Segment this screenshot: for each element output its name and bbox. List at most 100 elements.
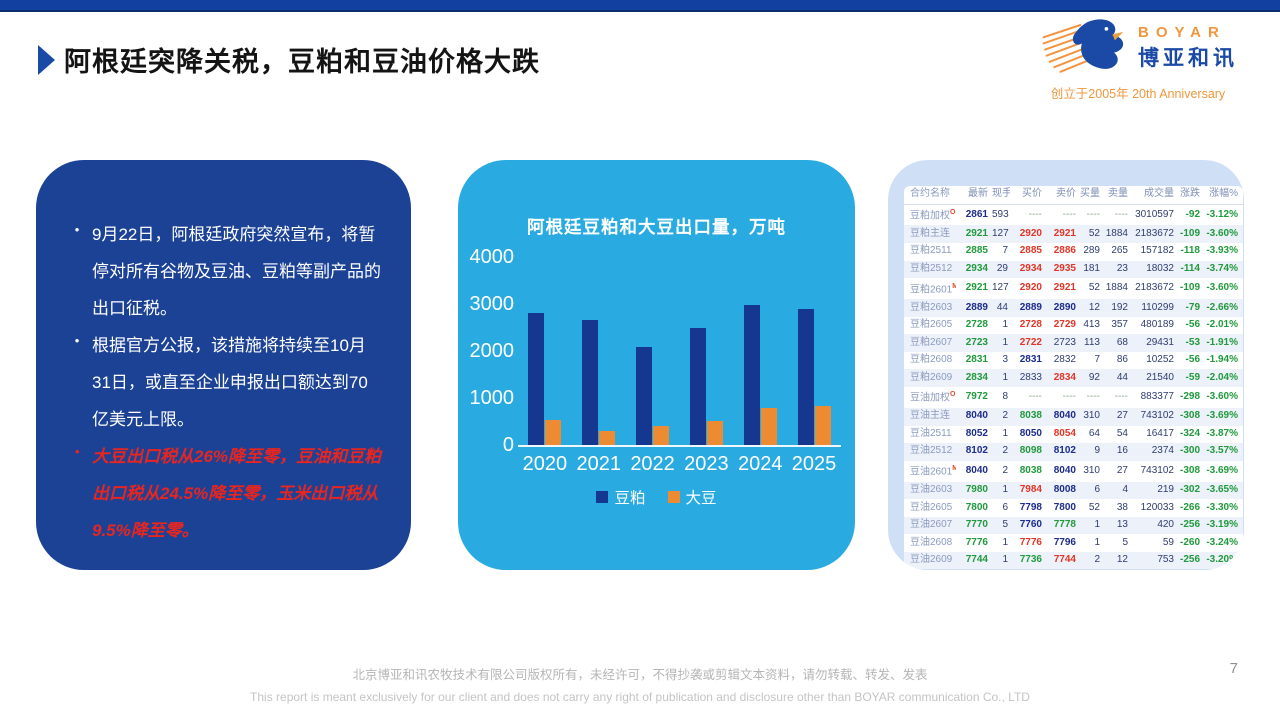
value-cell: 7798 (1019, 501, 1042, 513)
value-cell: -298 (1179, 391, 1200, 403)
value-cell: -3.69% (1206, 464, 1238, 476)
clipped-cell (1240, 534, 1243, 552)
value-cell: 289 (1083, 245, 1100, 257)
value-cell: -3.74% (1206, 263, 1238, 275)
table-row: 豆粕2603 2889 44 2889 2890 12 192 110299 -79 -2.66% (904, 299, 1243, 317)
value-cell: 27 (1116, 410, 1128, 422)
value-cell: 420 (1157, 519, 1174, 531)
x-axis-label: 2021 (576, 453, 621, 475)
value-cell: ---- (1028, 391, 1042, 403)
value-cell: 357 (1111, 319, 1128, 331)
contract-name-cell: 豆粕主连 (910, 227, 950, 239)
value-cell: 127 (992, 227, 1009, 239)
value-cell: 2885 (1019, 245, 1042, 257)
value-cell: -324 (1179, 427, 1200, 439)
value-cell: 29 (996, 263, 1008, 275)
value-cell: -92 (1185, 208, 1200, 220)
value-cell: 7 (1094, 354, 1100, 366)
contract-name-cell: 豆油2603 (910, 483, 953, 495)
value-cell: 2921 (1053, 227, 1076, 239)
table-row: 豆油2609 7744 1 7736 7744 2 12 753 -256 -3.20% (904, 551, 1243, 570)
page-title: 阿根廷突降关税，豆粕和豆油价格大跌 (64, 47, 540, 77)
value-cell: -56 (1185, 354, 1200, 366)
value-cell: 8008 (1053, 483, 1076, 495)
value-cell: 1884 (1105, 227, 1128, 239)
bar-大豆-2024 (760, 408, 777, 445)
legend-swatch (667, 491, 680, 503)
bar-大豆-2023 (706, 421, 723, 445)
value-cell: 1 (1094, 536, 1100, 548)
value-cell: -3.57% (1206, 445, 1238, 457)
value-cell: 8038 (1019, 410, 1042, 422)
value-cell: -114 (1180, 263, 1200, 275)
bullet-marker: • (74, 444, 80, 460)
page-number: 7 (1229, 660, 1238, 677)
clipped-cell (1240, 243, 1243, 261)
value-cell: 7760 (1019, 519, 1042, 531)
value-cell: 8102 (1053, 445, 1076, 457)
value-cell: -3.19% (1206, 519, 1238, 531)
bullet-text: 9月22日，阿根廷政府突然宣布，将暂停对所有谷物及豆油、豆粕等副产品的出口征税。 (92, 225, 381, 319)
bullet-marker: • (74, 222, 80, 237)
contract-name-cell: 豆粕2605 (910, 319, 953, 331)
value-cell: 127 (992, 282, 1009, 294)
value-cell: 2889 (1019, 301, 1042, 313)
value-cell: 7776 (1019, 536, 1042, 548)
value-cell: 2885 (965, 245, 988, 257)
value-cell: 480189 (1140, 319, 1174, 331)
value-cell: 265 (1111, 245, 1128, 257)
market-table-card: 合约名称 最新 现手 买价 卖价 买量 卖量 成交量 涨跌 涨幅% 豆粕加权O 2861 593 ----… (888, 160, 1244, 570)
value-cell: 2728 (1019, 319, 1042, 331)
contract-name-cell: 豆粕2607 (910, 336, 953, 348)
clipped-cell (1240, 408, 1243, 426)
bullet-list: • 9月22日，阿根廷政府突然宣布，将暂停对所有谷物及豆油、豆粕等副产品的出口征税… (62, 216, 383, 549)
table-row: 豆粕加权O 2861 593 ---- ---- ---- ---- 3010597 -92 -3… (904, 204, 1243, 225)
value-cell: -109 (1179, 227, 1200, 239)
value-cell: 2183672 (1135, 282, 1174, 294)
boyar-logo: BOYAR 博亚和讯 创立于2005年 20th Anniversary (1038, 16, 1238, 102)
bar-group-2025 (787, 309, 841, 445)
value-cell: ---- (1086, 208, 1100, 220)
x-axis-label: 2022 (630, 453, 675, 475)
column-header: 合约名称 (904, 186, 956, 205)
value-cell: 2921 (965, 282, 988, 294)
table-row: 豆粕2609 2834 1 2833 2834 92 44 21540 -59 -2.04% (904, 369, 1243, 388)
value-cell: 8054 (1053, 427, 1076, 439)
contract-name-cell: 豆油2609 (910, 554, 953, 566)
market-table: 合约名称 最新 现手 买价 卖价 买量 卖量 成交量 涨跌 涨幅% 豆粕加权O 2861 593 ----… (904, 186, 1243, 570)
title-arrow-icon (38, 45, 55, 75)
footer-copyright-en: This report is meant exclusively for our… (250, 690, 1030, 704)
bar-group-2020 (518, 313, 572, 445)
table-row: 豆油2511 8052 1 8050 8054 64 54 16417 -324 -3.87% (904, 426, 1243, 444)
value-cell: 52 (1088, 227, 1100, 239)
value-cell: -2.01% (1206, 319, 1238, 331)
value-cell: 8038 (1019, 464, 1042, 476)
value-cell: -53 (1185, 336, 1200, 348)
chart-title: 阿根廷豆粕和大豆出口量，万吨 (527, 217, 786, 237)
y-axis-tick: 0 (502, 434, 514, 456)
value-cell: 8040 (1053, 464, 1076, 476)
value-cell: -2.66% (1206, 301, 1238, 313)
value-cell: 2920 (1019, 227, 1042, 239)
value-cell: 1 (1002, 336, 1008, 348)
value-cell: 23 (1116, 263, 1128, 275)
clipped-cell (1240, 352, 1243, 370)
contract-name-cell: 豆粕2609 (910, 371, 953, 383)
bar-豆粕-2020 (528, 313, 545, 445)
value-cell: 7980 (965, 483, 988, 495)
value-cell: -3.87% (1206, 427, 1238, 439)
notes-card: • 9月22日，阿根廷政府突然宣布，将暂停对所有谷物及豆油、豆粕等副产品的出口征税… (36, 160, 411, 570)
value-cell: 92 (1088, 371, 1100, 383)
column-header: 卖价 (1044, 186, 1078, 205)
y-axis-tick: 3000 (469, 293, 515, 315)
value-cell: 27 (1116, 464, 1128, 476)
contract-name-cell: 豆粕2601M (910, 282, 956, 295)
value-cell: 5 (1002, 519, 1008, 531)
value-cell: -266 (1179, 501, 1200, 513)
value-cell: 2 (1002, 464, 1008, 476)
value-cell: 181 (1083, 263, 1100, 275)
table-row: 豆粕主连 2921 127 2920 2921 52 1884 2183672 -109 -3.6… (904, 225, 1243, 244)
value-cell: 7972 (965, 391, 988, 403)
value-cell: 8102 (965, 445, 988, 457)
